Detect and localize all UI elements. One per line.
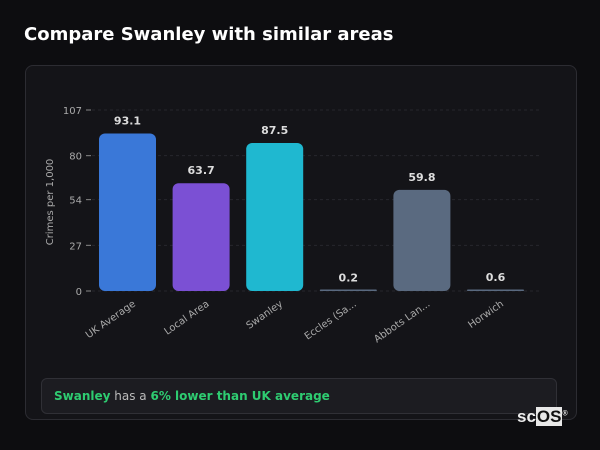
y-tick-label: 27 xyxy=(69,241,82,252)
note-highlight: 6% lower than UK average xyxy=(150,389,330,403)
data-label: 59.8 xyxy=(408,171,435,184)
data-label: 93.1 xyxy=(114,115,141,128)
bar[interactable] xyxy=(172,183,230,291)
y-axis-label: Crimes per 1,000 xyxy=(45,159,56,246)
x-tick-label: Eccles (Sa... xyxy=(303,299,359,343)
bar[interactable] xyxy=(246,142,304,291)
data-label: 0.6 xyxy=(486,271,506,284)
data-label: 87.5 xyxy=(261,124,288,137)
x-tick-label: Local Area xyxy=(163,299,212,338)
bar[interactable] xyxy=(319,289,377,292)
note-text: has a xyxy=(110,389,151,403)
y-tick-label: 80 xyxy=(69,152,82,163)
data-label: 63.7 xyxy=(188,164,215,177)
data-label: 0.2 xyxy=(339,272,359,285)
page-title: Compare Swanley with similar areas xyxy=(24,24,394,45)
bar[interactable] xyxy=(99,133,156,291)
bar[interactable] xyxy=(467,289,524,292)
y-tick-label: 0 xyxy=(76,287,82,298)
bar[interactable] xyxy=(393,189,451,291)
x-tick-label: Horwich xyxy=(466,299,506,331)
y-tick-label: 54 xyxy=(69,196,82,207)
scos-logo: scOS® xyxy=(517,407,568,426)
x-tick-label: Swanley xyxy=(245,299,286,332)
area-name: Swanley xyxy=(54,389,111,403)
x-tick-label: UK Average xyxy=(84,299,138,341)
comparison-note: Swanley has a 6% lower than UK average xyxy=(41,378,557,414)
x-tick-label: Abbots Lan... xyxy=(372,299,432,346)
y-tick-label: 107 xyxy=(63,106,82,117)
